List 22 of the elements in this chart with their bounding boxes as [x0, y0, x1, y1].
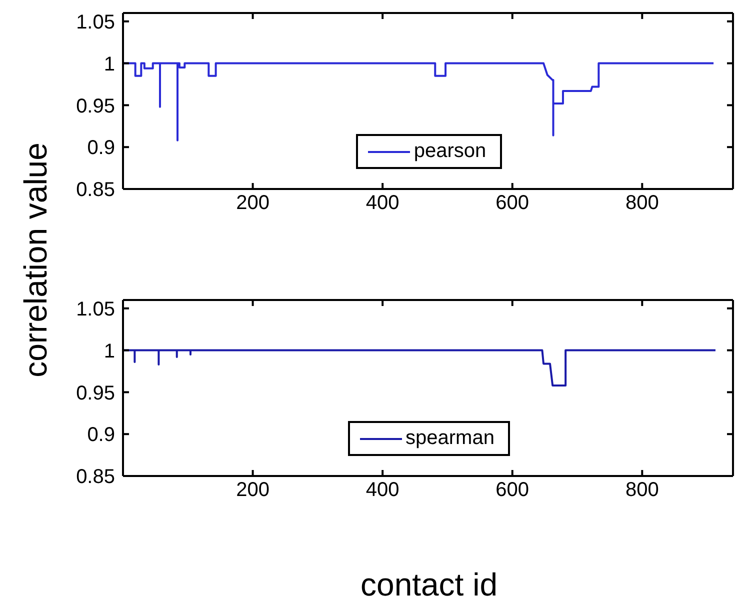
- y-tick-label: 0.95: [76, 95, 115, 118]
- y-tick-label: 0.9: [87, 424, 115, 446]
- x-tick-label: 600: [496, 479, 530, 502]
- y-tick-label: 1: [104, 340, 115, 362]
- x-tick-label: 600: [496, 192, 530, 214]
- x-tick-label: 800: [625, 479, 659, 502]
- y-tick-label: 0.85: [76, 466, 115, 488]
- legend-label: spearman: [406, 427, 494, 450]
- legend-label: pearson: [414, 140, 486, 163]
- x-axis-title: contact id: [360, 566, 498, 604]
- x-tick-label: 400: [366, 479, 400, 502]
- x-tick-label: 800: [625, 192, 659, 214]
- y-tick-label: 1.05: [76, 11, 115, 34]
- y-tick-label: 1.05: [76, 298, 115, 320]
- x-tick-label: 400: [366, 192, 400, 214]
- y-tick-label: 0.9: [87, 137, 115, 160]
- y-tick-label: 0.95: [76, 382, 115, 404]
- x-tick-label: 200: [236, 192, 270, 214]
- y-tick-label: 0.85: [76, 179, 115, 202]
- y-tick-label: 1: [104, 53, 115, 76]
- y-axis-title: correlation value: [18, 142, 54, 378]
- x-tick-label: 200: [236, 479, 270, 502]
